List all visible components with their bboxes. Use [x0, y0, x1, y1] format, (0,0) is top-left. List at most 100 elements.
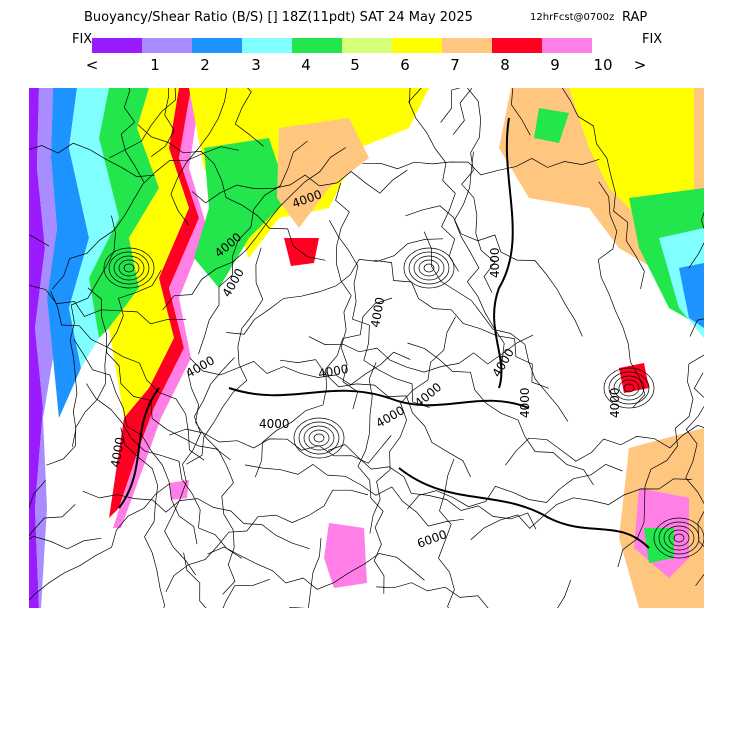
contour-line	[288, 538, 322, 608]
contour-line	[82, 490, 310, 550]
contour-line	[120, 427, 166, 608]
legend-ticks: <1 2 3 4 5 6 7 8 9 10 >	[0, 54, 734, 76]
legend-swatch-4	[242, 38, 292, 53]
contour-line	[254, 297, 393, 478]
legend-swatches	[92, 38, 592, 53]
contour-line	[329, 220, 430, 408]
contour-line	[407, 342, 594, 486]
contour-line	[470, 478, 692, 541]
color-legend: FIX FIX <1 2 3 4 5 6 7 8 9 10 >	[0, 32, 734, 78]
fill-cyan-west	[47, 88, 89, 418]
contour-line	[69, 215, 116, 447]
contour-line	[29, 284, 187, 325]
contour-line	[137, 124, 326, 261]
contour-lines	[29, 88, 704, 608]
chart-title: Buoyancy/Shear Ratio (B/S) [] 18Z(11pdt)…	[0, 8, 734, 28]
legend-swatch-9	[492, 38, 542, 53]
contour-line	[685, 372, 704, 586]
contour-ring	[308, 429, 330, 447]
legend-tick-11: >	[633, 56, 647, 74]
fill-lightcyan-west	[69, 88, 119, 368]
fill-red-west	[109, 88, 199, 518]
contour-ring	[423, 263, 435, 273]
contour-ring	[118, 259, 140, 277]
contour-label: 4000	[259, 417, 290, 431]
contour-ring	[613, 375, 645, 401]
fill-green-ne2	[534, 108, 569, 143]
contour-ring	[408, 251, 450, 285]
contour-ring	[618, 379, 640, 397]
contour-ring	[413, 255, 445, 281]
legend-swatch-2	[142, 38, 192, 53]
contour-line	[373, 259, 549, 389]
fill-green-north	[194, 138, 289, 288]
legend-tick-1: 1	[150, 56, 160, 74]
legend-tick-2: 2	[200, 56, 210, 74]
model-name: RAP	[622, 10, 648, 25]
contour-ring	[113, 255, 145, 281]
contour-label: 4000	[608, 387, 622, 418]
contour-ring	[608, 371, 650, 405]
fill-lavender-west	[35, 88, 57, 608]
contour-line	[186, 247, 264, 465]
contour-line	[87, 287, 231, 461]
contour-label: 4000	[317, 362, 350, 381]
contour-label: 4000	[518, 387, 532, 418]
contour-line	[120, 88, 145, 183]
contour-line	[511, 88, 531, 136]
fill-peach-north	[277, 118, 369, 228]
contour-line	[452, 88, 472, 135]
contour-line	[29, 483, 171, 601]
contour-line	[29, 142, 155, 177]
contour-line	[169, 428, 392, 464]
contour-ring	[298, 421, 340, 455]
title-text: Buoyancy/Shear Ratio (B/S) [] 18Z(11pdt)…	[84, 10, 473, 25]
contour-line	[244, 463, 464, 527]
contour-line	[226, 238, 444, 335]
contour-line	[46, 269, 162, 466]
contour-line	[335, 182, 359, 410]
contour-line	[29, 504, 76, 537]
contour-line	[222, 578, 270, 608]
legend-swatch-1	[92, 38, 142, 53]
contour-line	[50, 290, 205, 461]
contour-line	[164, 357, 235, 576]
fill-cyan-ne	[679, 263, 704, 328]
contour-line	[454, 151, 505, 380]
contour-ring	[658, 521, 700, 555]
contour-line	[86, 383, 242, 559]
contour-ring	[623, 383, 635, 393]
contour-ring	[603, 367, 655, 409]
contour-line	[191, 169, 408, 204]
fix-left-label: FIX	[72, 32, 93, 47]
fill-pink-center	[324, 523, 367, 588]
contour-line	[73, 338, 198, 545]
contour-ring	[313, 433, 325, 443]
legend-tick-0: <	[85, 56, 99, 74]
contour-line	[561, 88, 645, 289]
contour-label: 4000	[108, 436, 127, 469]
forecast-note: 12hrFcst@0700z	[530, 12, 615, 23]
contour-line	[308, 334, 534, 373]
contour-line	[162, 147, 346, 311]
contour-ring	[663, 525, 695, 551]
fill-green-west	[89, 88, 159, 338]
contour-ring	[418, 259, 440, 277]
contour-ring	[403, 247, 455, 289]
fix-right-label: FIX	[642, 32, 663, 47]
contour-line	[597, 181, 646, 408]
contour-line	[51, 146, 239, 290]
fill-pink-mid	[169, 480, 189, 500]
contour-line	[327, 444, 537, 530]
map-panel: 4000 4000 4000 4000 4000 4000 4000 4000 4000 4000…	[29, 88, 704, 608]
contour-line	[170, 88, 228, 226]
contour-ring	[123, 263, 135, 273]
legend-swatch-6	[342, 38, 392, 53]
contour-line	[376, 582, 489, 608]
fill-yellow-west	[109, 88, 189, 418]
contour-line	[109, 88, 177, 159]
legend-tick-7: 7	[450, 56, 460, 74]
heavy-contours	[118, 117, 650, 549]
contour-line	[438, 458, 455, 608]
